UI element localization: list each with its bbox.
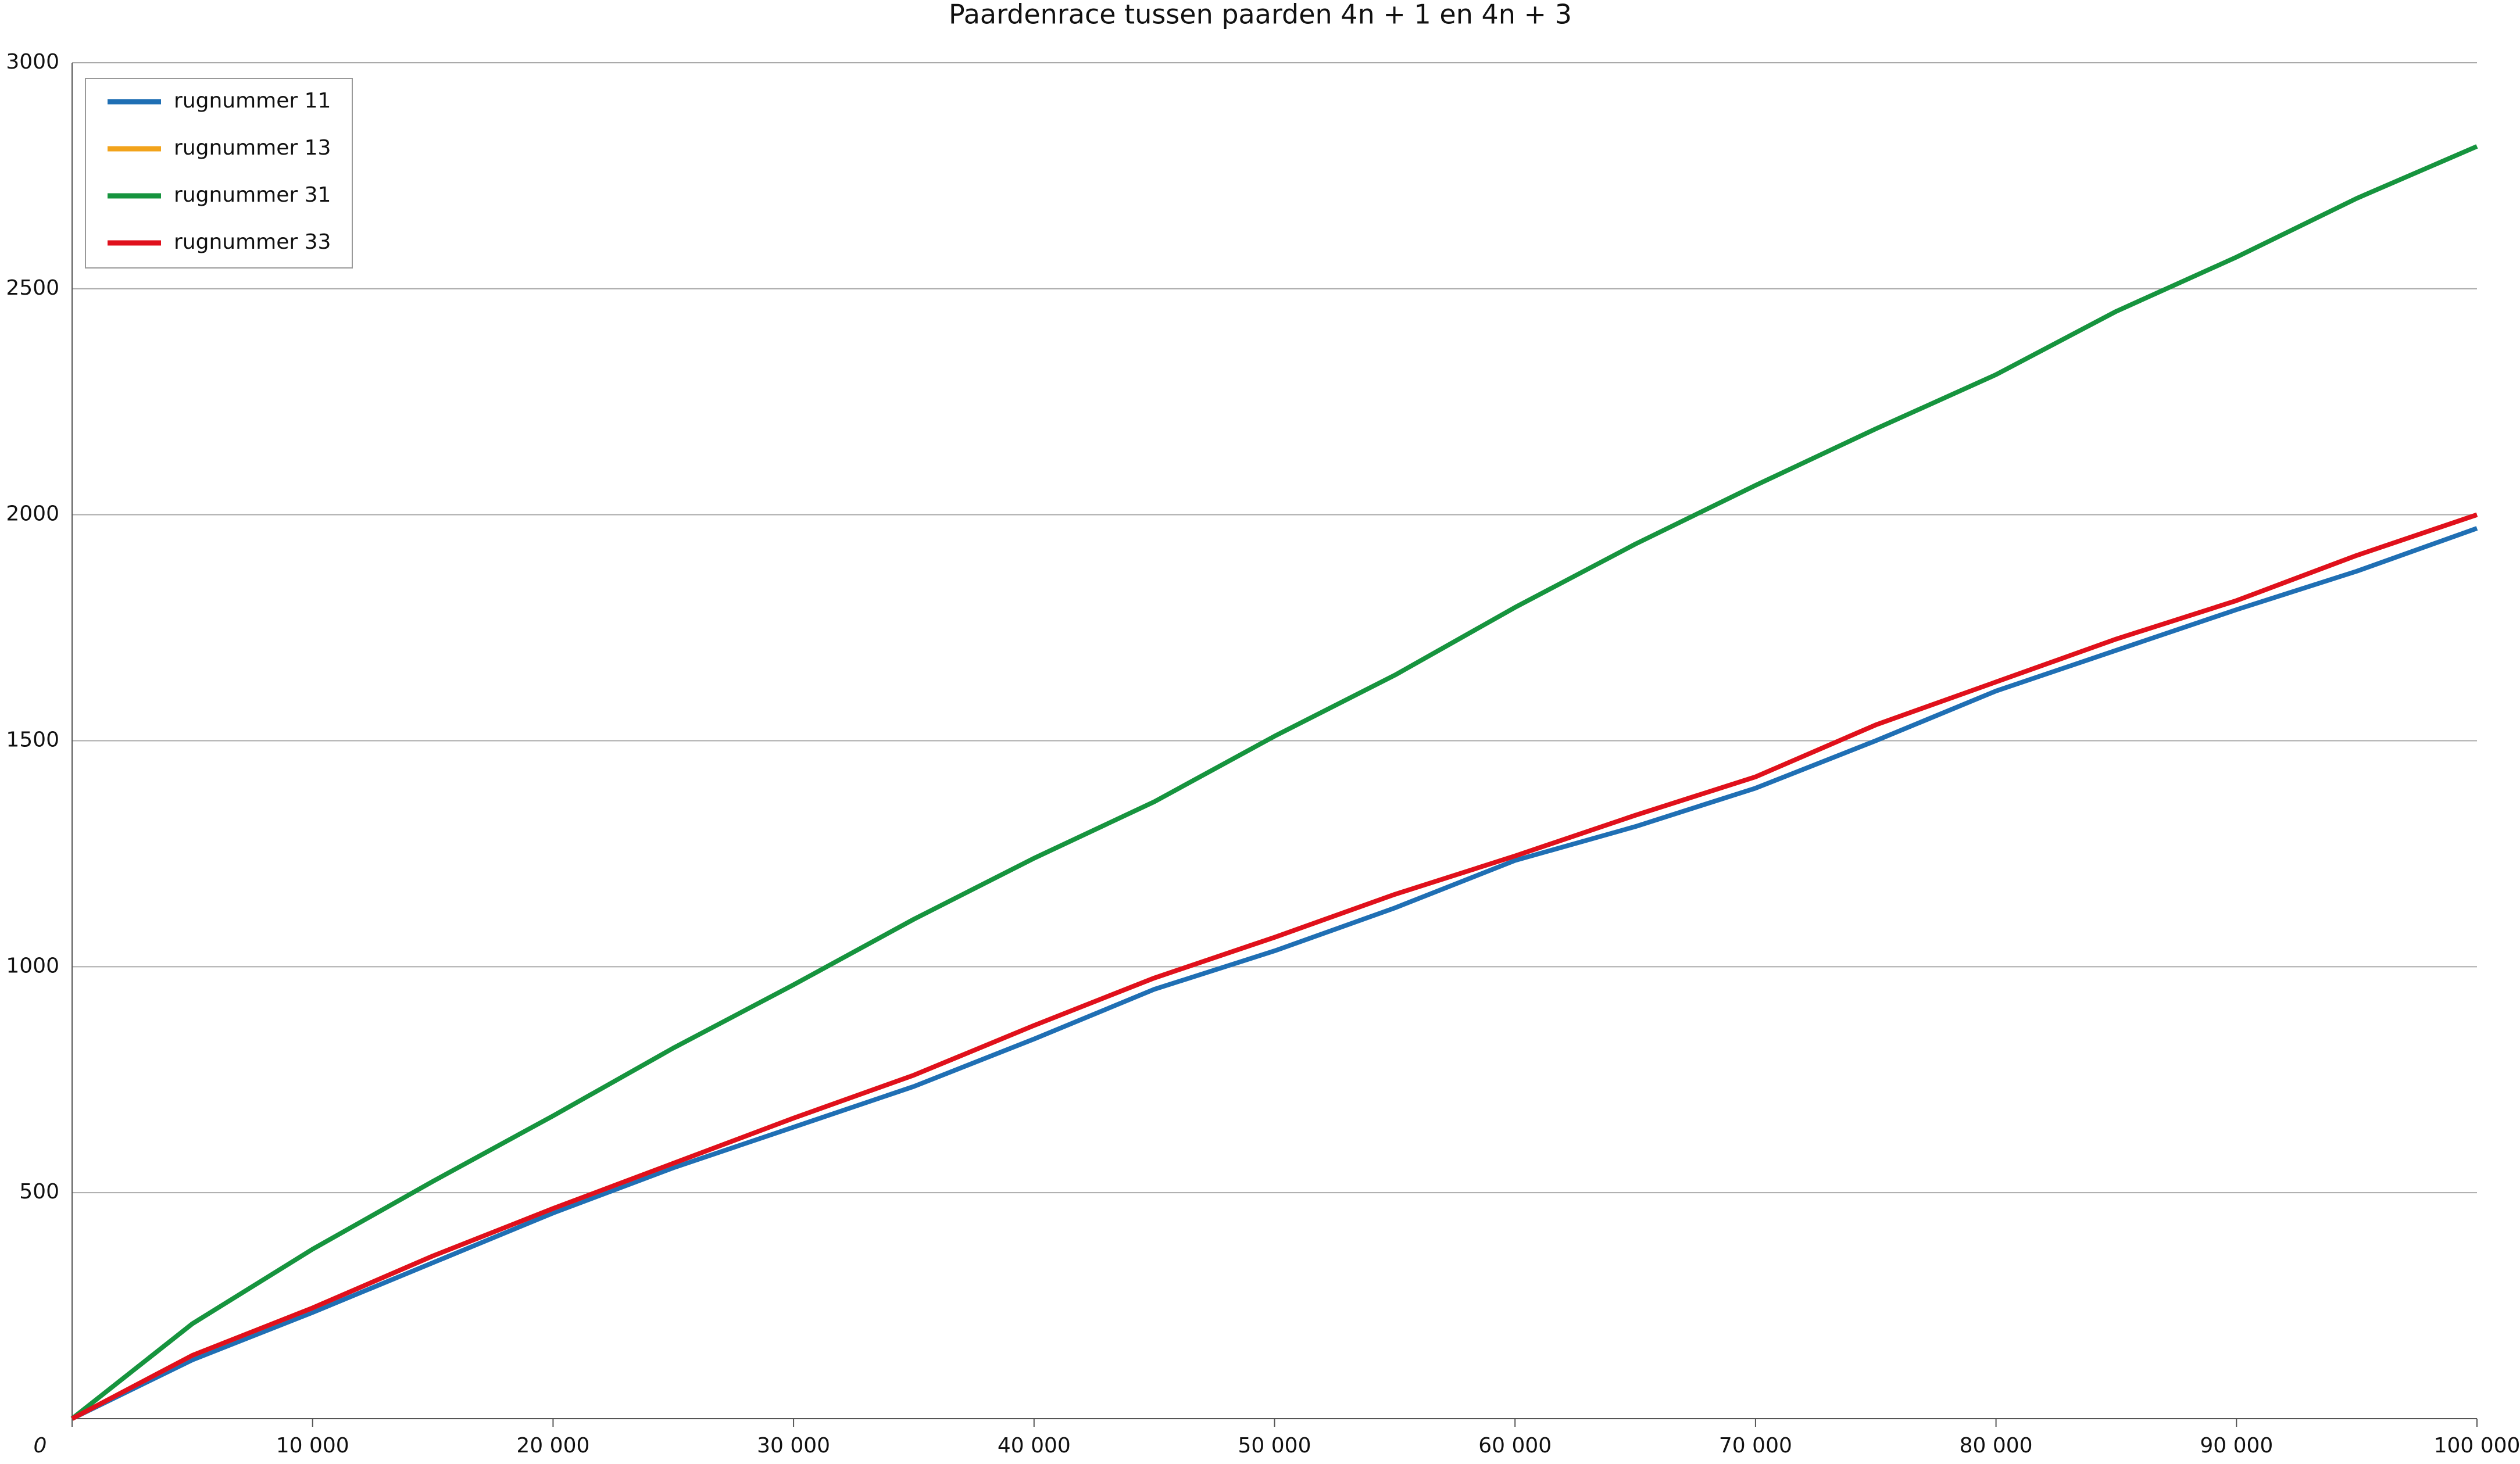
- legend-label: rugnummer 13: [174, 136, 331, 160]
- legend-label: rugnummer 11: [174, 89, 331, 113]
- x-tick-label: 70 000: [1719, 1434, 1792, 1458]
- x-tick-label: 80 000: [1960, 1434, 2033, 1458]
- legend-box: [85, 78, 353, 269]
- y-tick-label: 1500: [6, 728, 59, 752]
- x-tick-label: 100 000: [2434, 1434, 2520, 1458]
- y-tick-label: 500: [19, 1180, 59, 1204]
- chart-title: Paardenrace tussen paarden 4n + 1 en 4n …: [949, 0, 1572, 30]
- series-line: [71, 512, 2478, 1421]
- y-tick-label: 1000: [6, 954, 59, 978]
- legend-label: rugnummer 31: [174, 183, 331, 207]
- legend-label: rugnummer 33: [174, 230, 331, 254]
- x-tick-label: 60 000: [1478, 1434, 1552, 1458]
- x-tick-label: 10 000: [276, 1434, 349, 1458]
- x-tick-label: 40 000: [998, 1434, 1071, 1458]
- series-line: [70, 144, 2478, 1421]
- y-tick-label: 3000: [6, 50, 59, 74]
- y-tick-label: 2000: [6, 502, 59, 526]
- y-tick-label: 2500: [6, 276, 59, 300]
- x-tick-label: 20 000: [516, 1434, 589, 1458]
- x-tick-label: 90 000: [2200, 1434, 2273, 1458]
- x-tick-label: 30 000: [757, 1434, 830, 1458]
- series-line: [71, 526, 2478, 1421]
- x-tick-label: 0: [34, 1434, 47, 1458]
- x-tick-label: 50 000: [1238, 1434, 1311, 1458]
